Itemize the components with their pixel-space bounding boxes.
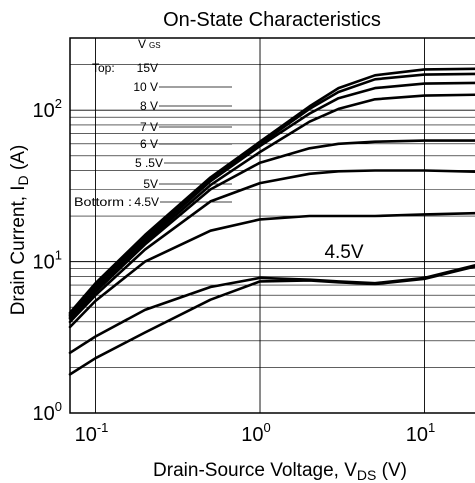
legend-text: V GS <box>138 37 161 51</box>
curve-annotation: 4.5V <box>324 242 363 263</box>
x-tick-label: 10-1 <box>75 420 109 446</box>
series-line <box>68 93 475 319</box>
legend-text: 6 V <box>140 137 158 151</box>
legend-text: Bottorm : <box>74 195 132 209</box>
x-tick-label: 100 <box>241 420 270 446</box>
series-group <box>68 67 475 376</box>
plot-frame <box>69 37 475 414</box>
legend-text: Top: <box>92 61 115 75</box>
legend-text: 5V <box>143 177 158 191</box>
series-line <box>68 169 475 324</box>
legend-text: 4.5V <box>134 195 159 209</box>
legend-text: 5 .5V <box>135 156 163 170</box>
x-tick-label: 101 <box>406 420 435 446</box>
y-axis-label: Drain Current, ID (A) <box>8 145 31 316</box>
legend-text: 7 V <box>140 120 158 134</box>
series-line <box>68 67 475 315</box>
series-line <box>68 211 475 329</box>
series-line <box>68 265 475 376</box>
series-line <box>68 81 475 317</box>
legend-text: 10 V <box>133 80 158 94</box>
y-tick-label: 101 <box>33 248 62 274</box>
tick-labels: 10-1 100 101 100 101 102 <box>33 96 436 446</box>
series-line <box>68 139 475 320</box>
legend: V GS Top: 15V 10 V 8 V 7 V 6 V 5 .5V 5V 4.5VBottor… <box>74 37 232 209</box>
series-line <box>68 72 475 316</box>
y-tick-label: 102 <box>33 96 62 122</box>
x-axis-label: Drain-Source Voltage, VDS (V) <box>153 460 407 483</box>
legend-text: 8 V <box>140 99 158 113</box>
grid <box>70 37 475 413</box>
chart-title: On-State Characteristics <box>163 9 381 31</box>
legend-text: 15V <box>137 61 158 75</box>
y-tick-label: 100 <box>33 399 62 425</box>
